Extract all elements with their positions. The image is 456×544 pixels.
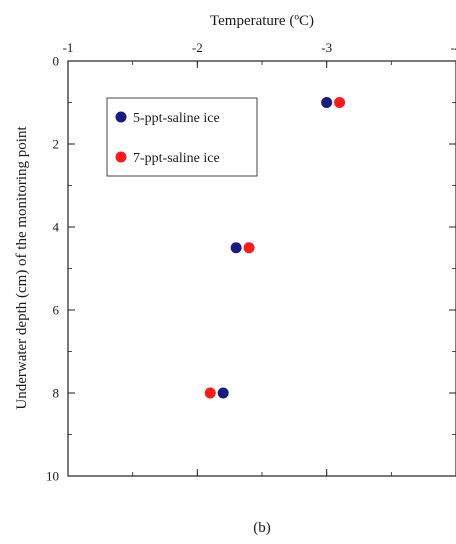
data-point-7ppt <box>204 387 216 399</box>
x-tick-label: -2 <box>192 40 203 55</box>
x-axis-ticks: -1 -2 -3 -4 <box>63 40 456 476</box>
data-point-7ppt <box>243 242 255 254</box>
y-tick-label: 4 <box>53 220 60 235</box>
data-point-7ppt <box>334 97 346 108</box>
data-point-5ppt <box>217 387 229 399</box>
plot-area-frame <box>67 60 456 477</box>
y-tick-label: 8 <box>53 386 60 401</box>
legend-marker-5ppt <box>115 111 127 123</box>
figure-caption: (b) <box>253 520 271 536</box>
legend-box <box>106 97 258 177</box>
y-axis-ticks: 0 2 4 6 8 10 <box>46 54 456 484</box>
legend-label-5ppt: 5-ppt-saline ice <box>133 111 220 126</box>
data-point-5ppt <box>321 97 333 108</box>
data-points <box>204 97 346 399</box>
data-point-5ppt <box>230 242 242 254</box>
x-axis-title: Temperature (ºC) <box>210 13 314 29</box>
x-tick-label: -3 <box>321 40 332 55</box>
y-tick-label: 0 <box>53 54 60 69</box>
legend-label-7ppt: 7-ppt-saline ice <box>133 151 220 166</box>
y-tick-label: 6 <box>53 303 60 318</box>
y-tick-label: 10 <box>46 469 59 484</box>
y-tick-label: 2 <box>53 137 60 152</box>
legend: 5-ppt-saline ice 7-ppt-saline ice <box>106 97 258 177</box>
x-tick-label: -4 <box>451 40 456 55</box>
legend-marker-7ppt <box>115 151 127 163</box>
x-tick-label: -1 <box>63 40 74 55</box>
y-axis-title: Underwater depth (cm) of the monitoring … <box>14 126 30 410</box>
